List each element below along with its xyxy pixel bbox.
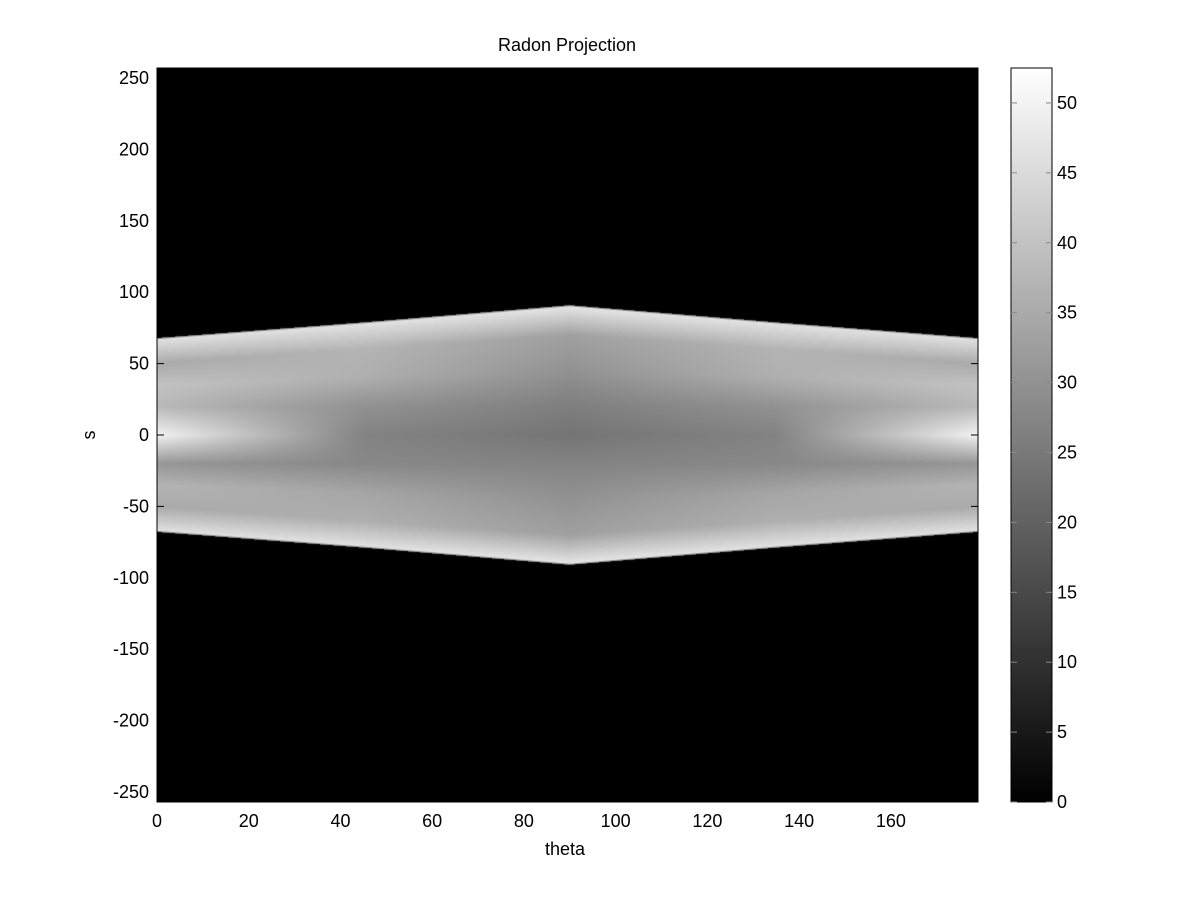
x-axis-ticks: 0 20 40 60 80 100 120 140 160 bbox=[152, 68, 906, 831]
y-tick-label: 200 bbox=[119, 139, 149, 159]
y-tick-label: -100 bbox=[113, 568, 149, 588]
y-axis-label: s bbox=[79, 431, 99, 440]
colorbar-tick-label: 5 bbox=[1057, 722, 1067, 742]
x-tick-label: 40 bbox=[330, 811, 350, 831]
colorbar-gradient bbox=[1010, 67, 1053, 803]
y-tick-label: 0 bbox=[139, 425, 149, 445]
colorbar-tick-label: 25 bbox=[1057, 442, 1077, 462]
colorbar-tick-label: 0 bbox=[1057, 792, 1067, 812]
x-tick-label: 20 bbox=[239, 811, 259, 831]
colorbar-tick-label: 50 bbox=[1057, 93, 1077, 113]
y-tick-label: 150 bbox=[119, 211, 149, 231]
x-tick-label: 60 bbox=[422, 811, 442, 831]
y-tick-label: -200 bbox=[113, 711, 149, 731]
x-tick-label: 0 bbox=[152, 811, 162, 831]
colorbar-tick-label: 30 bbox=[1057, 373, 1077, 393]
y-tick-label: 100 bbox=[119, 282, 149, 302]
heatmap-image bbox=[157, 68, 978, 802]
x-tick-label: 160 bbox=[876, 811, 906, 831]
colorbar-tick-label: 40 bbox=[1057, 233, 1077, 253]
y-tick-label: -250 bbox=[113, 782, 149, 802]
x-tick-label: 120 bbox=[692, 811, 722, 831]
y-tick-label: -150 bbox=[113, 639, 149, 659]
colorbar: 0 5 10 15 20 25 30 35 40 45 50 bbox=[1010, 67, 1077, 812]
y-tick-label: 50 bbox=[129, 354, 149, 374]
colorbar-tick-label: 15 bbox=[1057, 582, 1077, 602]
chart-title: Radon Projection bbox=[498, 35, 636, 55]
colorbar-ticks: 0 5 10 15 20 25 30 35 40 45 50 bbox=[1011, 93, 1077, 812]
plot-area bbox=[156, 67, 979, 803]
y-axis-ticks: 250 200 150 100 50 0 -50 -100 -150 -200 -250 bbox=[113, 68, 978, 802]
colorbar-tick-label: 45 bbox=[1057, 163, 1077, 183]
x-axis-label: theta bbox=[545, 839, 586, 859]
x-tick-label: 140 bbox=[784, 811, 814, 831]
colorbar-tick-label: 10 bbox=[1057, 652, 1077, 672]
y-tick-label: 250 bbox=[119, 68, 149, 88]
x-tick-label: 80 bbox=[514, 811, 534, 831]
y-tick-label: -50 bbox=[123, 496, 149, 516]
colorbar-tick-label: 35 bbox=[1057, 303, 1077, 323]
colorbar-tick-label: 20 bbox=[1057, 512, 1077, 532]
x-tick-label: 100 bbox=[601, 811, 631, 831]
